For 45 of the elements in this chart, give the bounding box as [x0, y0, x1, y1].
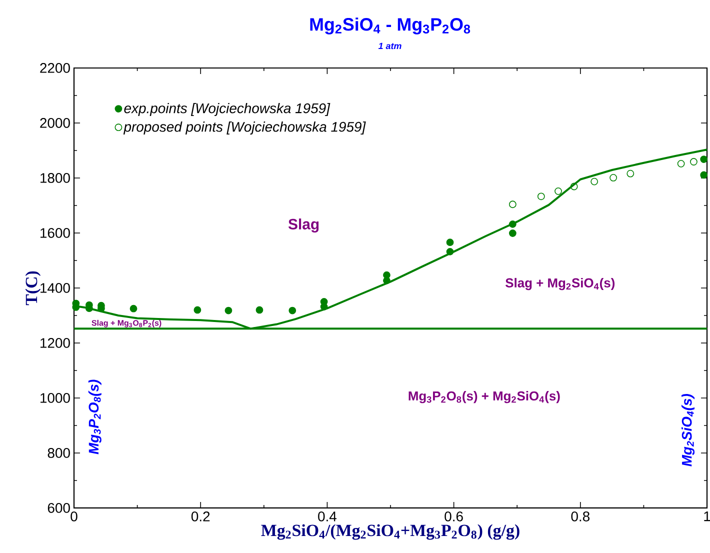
- y-tick-label: 1400: [40, 283, 70, 293]
- annotation: Slag: [288, 218, 319, 233]
- x-tick-label: 0.2: [191, 511, 210, 522]
- y-tick-label: 2200: [40, 63, 70, 73]
- point: [690, 158, 698, 166]
- text: Mg$_{3}$P$_{2}$O$_{8}$(s) + Mg$_{2}$SiO$_{4}$(s): [408, 391, 560, 404]
- x-tick-label: 0.8: [571, 511, 590, 522]
- point: [677, 160, 685, 168]
- x-tick-label: 0: [70, 511, 78, 522]
- point: [590, 178, 598, 186]
- point: [508, 230, 516, 237]
- annotation: Mg$_{2}$SiO$_{4}$(s): [682, 394, 695, 466]
- x-tick-label: 1: [704, 512, 710, 522]
- text: Mg$_{2}$SiO$_{4}$/(Mg$_{2}$SiO$_{4}$+Mg$_{3}$P$_{2}$O$_{8}$) (g/g): [261, 524, 520, 540]
- annotation: Mg$_{3}$P$_{2}$O$_{8}$(s): [88, 380, 102, 454]
- y-tick-label: 1000: [40, 393, 70, 403]
- point: [554, 187, 562, 195]
- y-tick-label: 600: [48, 503, 70, 513]
- y-axis-title: T(C): [25, 271, 41, 306]
- point: [194, 306, 202, 314]
- legend-label: proposed points [Wojciechowska 1959]: [123, 122, 366, 135]
- point: [446, 248, 454, 256]
- point: [130, 304, 138, 312]
- point: [626, 170, 634, 178]
- x-tick-label: 0.6: [444, 511, 463, 522]
- y-tick-label: 1200: [40, 338, 70, 348]
- point: [256, 306, 264, 314]
- y-tick-label: 1600: [40, 228, 70, 238]
- y-tick-label: 2000: [40, 118, 70, 128]
- legend-label: exp.points [Wojciechowska 1959]: [124, 102, 330, 116]
- y-tick-label: 1800: [40, 173, 70, 183]
- point: [508, 200, 516, 208]
- point: [446, 238, 454, 246]
- point: [508, 220, 516, 228]
- point: [224, 306, 232, 314]
- x-tick-label: 0.4: [318, 511, 336, 522]
- y-tick-label: 800: [48, 448, 70, 458]
- point: [570, 182, 578, 190]
- point: [288, 306, 296, 314]
- point: [610, 174, 618, 182]
- annotation: Slag + Mg$_{2}$SiO$_{4}$(s): [506, 278, 615, 290]
- chart-subtitle: 1 atm: [378, 42, 402, 50]
- point: [383, 276, 390, 284]
- point: [537, 192, 545, 200]
- chart-title: Mg$_{2}$SiO$_{4}$ - Mg$_{3}$P$_{2}$O$_{8}$: [310, 18, 470, 34]
